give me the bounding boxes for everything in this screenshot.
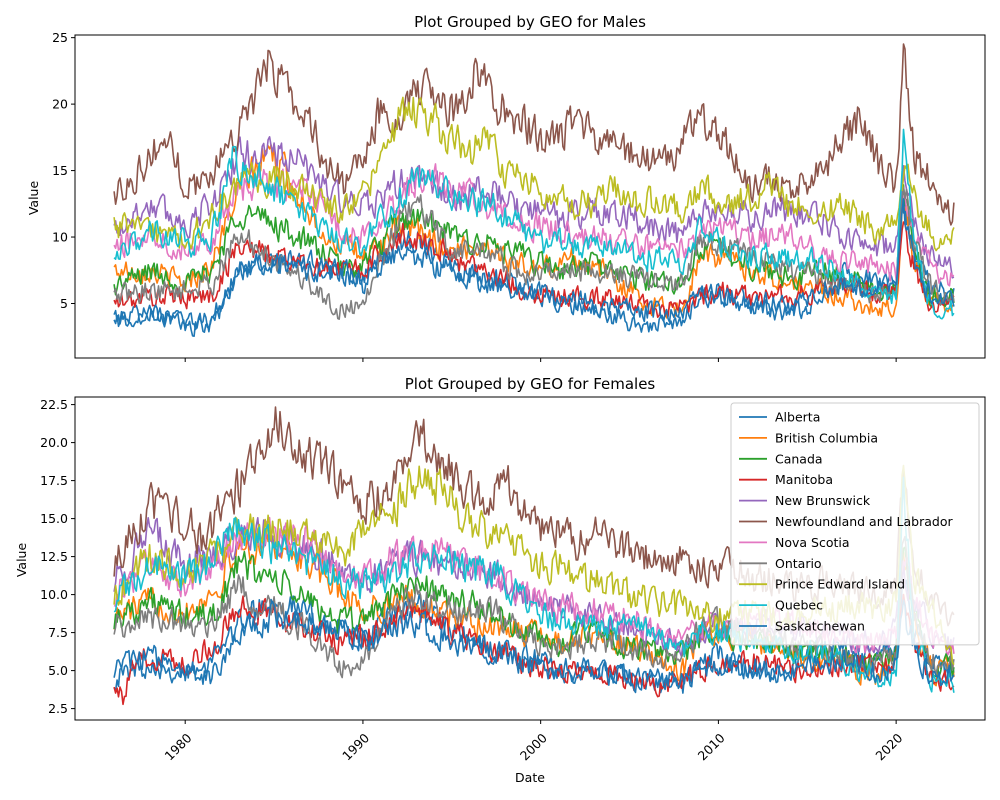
- males-axes-frame: [74, 34, 986, 359]
- females-series-saskatchewan: [113, 599, 955, 694]
- legend-label-new-brunswick: New Brunswick: [775, 493, 871, 508]
- females-chart-title: Plot Grouped by GEO for Females: [405, 375, 656, 393]
- males-y-tick-label-2: 15: [52, 163, 68, 178]
- males-ticks: 5 10 15 20 25: [52, 30, 897, 362]
- legend-label-alberta: Alberta: [775, 410, 820, 425]
- males-series-saskatchewan: [113, 198, 955, 331]
- legend-label-ontario: Ontario: [775, 556, 822, 571]
- legend-label-prince-edward-island: Prince Edward Island: [775, 577, 905, 592]
- males-plot-area: [113, 43, 955, 337]
- legend-label-manitoba: Manitoba: [775, 472, 833, 487]
- females-y-axis-label: Value: [14, 543, 29, 578]
- females-y-tick-label-4: 12.5: [40, 549, 68, 564]
- males-series-prince-edward-island: [113, 96, 955, 252]
- males-y-tick-label-0: 5: [60, 296, 68, 311]
- females-axes-frame: [74, 396, 986, 721]
- males-y-tick-label-1: 10: [52, 230, 68, 245]
- males-series-newfoundland-and-labrador: [113, 43, 955, 226]
- males-chart-title: Plot Grouped by GEO for Males: [414, 13, 646, 31]
- females-y-tick-label-7: 20.0: [40, 435, 68, 450]
- females-y-tick-label-5: 15.0: [40, 511, 68, 526]
- females-x-axis-label: Date: [515, 770, 545, 785]
- females-axes: Plot Grouped by GEO for Females Value Da…: [14, 375, 986, 785]
- legend-label-saskatchewan: Saskatchewan: [775, 619, 865, 634]
- males-y-axis-label: Value: [26, 181, 41, 216]
- males-series-ontario: [113, 186, 955, 320]
- legend-label-british-columbia: British Columbia: [775, 430, 878, 445]
- females-y-tick-label-6: 17.5: [40, 473, 68, 488]
- legend-box: [730, 402, 980, 646]
- legend-label-canada: Canada: [775, 451, 823, 466]
- females-legend: Alberta British Columbia Canada Manitoba New…: [730, 402, 980, 646]
- females-y-tick-label-1: 5.0: [48, 663, 68, 678]
- males-series-quebec: [113, 128, 955, 320]
- females-y-tick-label-2: 7.5: [48, 625, 68, 640]
- females-y-tick-label-3: 10.0: [40, 587, 68, 602]
- females-series-canada: [113, 546, 955, 678]
- males-series-new-brunswick: [113, 136, 955, 279]
- females-y-tick-label-8: 22.5: [40, 397, 68, 412]
- males-axes: Plot Grouped by GEO for Males Value 5 10 1…: [26, 13, 986, 362]
- legend-label-newfoundland-and-labrador: Newfoundland and Labrador: [775, 514, 953, 529]
- females-y-tick-label-0: 2.5: [48, 701, 68, 716]
- males-y-tick-label-4: 25: [52, 30, 68, 45]
- males-y-tick-label-3: 20: [52, 97, 68, 112]
- legend-label-quebec: Quebec: [775, 598, 823, 613]
- legend-label-nova-scotia: Nova Scotia: [775, 535, 850, 550]
